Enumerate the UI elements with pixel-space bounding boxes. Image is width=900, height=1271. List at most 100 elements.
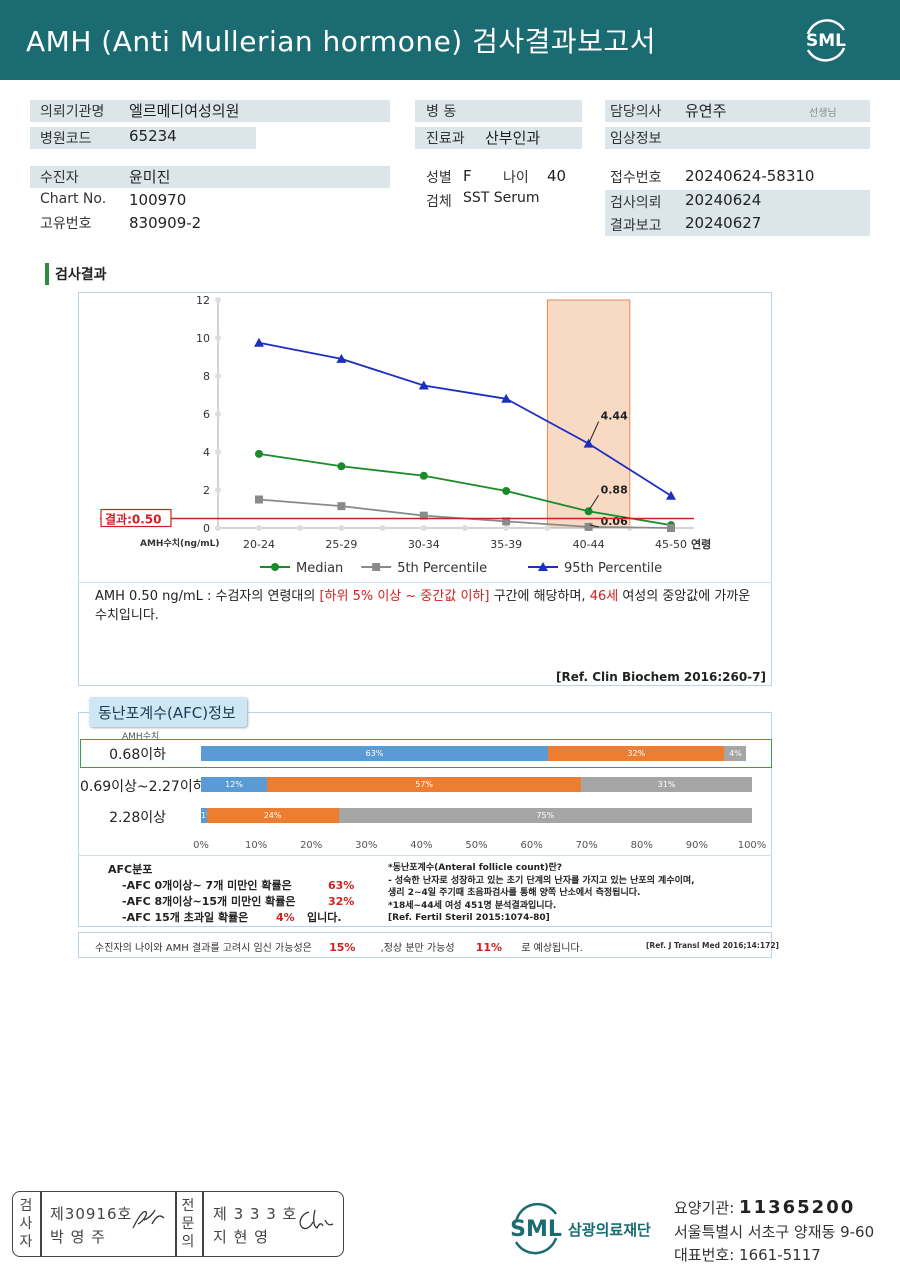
afc-bar-segment: 63% [201,746,549,761]
pregnancy-text: 수진자의 나이와 AMH 결과를 고려시 임신 가능성은 15% ,정상 분만 … [95,939,583,954]
afc-dist-value: 63% [328,879,355,892]
highlight-band [546,299,631,529]
afc-dist-row: -AFC 8개이상~15개 미만인 확률은 32% [108,894,354,910]
data-point [255,449,263,458]
footer-phone: 대표번호: 1661-5117 [674,1244,821,1265]
data-point [666,490,676,500]
afc-dist-text: -AFC 0개이상~ 7개 미만인 확률은 [122,879,292,892]
specialist-char: 전 [181,1198,195,1214]
x-tick-label: 30-34 [408,538,440,551]
pregnancy-part2: ,정상 분만 가능성 [380,943,455,954]
afc-bar-segment: 12% [201,777,268,792]
afc-panel [78,712,772,927]
x-tick-label: 20-24 [243,538,275,551]
afc-axis-tick: 10% [244,840,268,851]
afc-axis-tick: 40% [410,840,433,851]
legend-marker [271,563,279,571]
specialist-char: 의 [181,1234,195,1250]
age-value: 40 [547,167,567,185]
specialist-char: 문 [181,1216,195,1232]
chart-panel [78,292,772,686]
inspector-license: 제30916호 [50,1205,133,1223]
info-bar [30,100,390,122]
legend-label: 95th Percentile [564,561,662,576]
afc-highlight-row [80,739,772,768]
footer-org: 삼광의료재단 [568,1221,651,1239]
afc-bar-segment: 1% [201,808,207,823]
afc-note-line: [Ref. Fertil Steril 2015:1074-80] [388,913,550,923]
section-marker [45,263,49,285]
afc-note-line: *동난포계수(Anteral follicle count)란? [388,863,562,873]
x-tick-dot [379,525,386,531]
data-point [254,337,264,347]
footer-logo-text: SML [510,1217,562,1242]
sex-label: 성별 [426,170,452,186]
afc-stacked-bar: 12% 57% 31% [201,777,752,792]
afc-axis-tick: 0% [193,840,209,851]
section-title: 검사결과 [55,267,107,283]
x-tick-label: 35-39 [490,538,522,551]
specimen-value: SST Serum [463,190,540,206]
report-title: AMH (Anti Mullerian hormone) 검사결과보고서 [26,25,656,58]
inspector-char: 검 [19,1198,33,1214]
y-tick-dot [215,373,221,379]
data-point [418,380,429,390]
afc-note-line: 생리 2~4일 주기때 초음파검사를 통해 양쪽 난소에서 측정됩니다. [388,888,641,898]
y-tick-dot [215,335,221,341]
series-line [258,341,672,497]
legend-label: 5th Percentile [397,561,487,576]
y-tick-label: 2 [203,484,210,497]
signature-divider [202,1191,204,1257]
x-tick-dot [544,525,551,531]
afc-bar-segment: 32% [548,746,725,761]
inspector-name: 박 영 주 [50,1228,106,1246]
afc-dist-value: 4% [276,911,295,924]
afc-dist-text: -AFC 8개이상~15개 미만인 확률은 [122,895,296,908]
y-tick-label: 8 [203,370,210,383]
delivery-value: 11% [475,941,503,954]
afc-axis-tick: 50% [465,840,488,851]
data-point [255,495,263,504]
signature-box [12,1191,344,1257]
pregnancy-box [78,932,772,958]
x-tick-label: 40-44 [573,538,605,551]
department-value: 산부인과 [485,129,541,147]
data-point [337,462,346,471]
footer-address: 서울특별시 서초구 양재동 9-60 [674,1223,875,1241]
comment-part1: AMH 0.50 ng/mL : 수검자의 연령대의 [95,589,320,604]
info-bar [605,190,870,236]
y-tick-dot [215,411,221,417]
specialist-name: 지 현 영 [213,1228,269,1246]
afc-stacked-bar: 63% 32% 4% [201,746,752,761]
data-point [502,486,511,495]
afc-row-label: 2.28이상 [109,810,166,826]
afc-bar-segment: 75% [338,808,752,823]
pregnancy-part3: 로 예상됩니다. [521,943,583,954]
y-tick-dot [215,525,221,531]
x-tick-dot [503,525,510,531]
afc-separator [78,855,772,856]
sml-footer-logo-icon: SML 삼광의료재단 [510,1202,651,1255]
afc-note-line: - 성숙한 난자로 성장하고 있는 초기 단계의 난자를 가지고 있는 난포의 … [388,875,695,886]
pregnancy-value: 15% [329,941,356,954]
data-point [667,524,675,532]
institution-label: 의뢰기관명 [40,104,105,120]
y-tick-label: 4 [203,446,210,459]
y-tick-label: 10 [196,332,210,345]
data-point [502,517,511,526]
afc-dist-suffix: 입니다. [307,911,342,924]
comment-highlight1: [하위 5% 이상 ~ 중간값 이하] [319,589,490,604]
afc-bar-segment: 57% [267,777,582,792]
data-point [584,507,593,516]
chart-reference: [Ref. Clin Biochem 2016:260-7] [556,670,766,684]
ward-label: 병 동 [426,104,457,120]
doctor-value: 유연주 [685,102,727,120]
pregnancy-reference: [Ref. J Transl Med 2016;14:172] [646,941,779,950]
legend-label: Median [296,561,343,576]
y-tick-label: 6 [203,408,210,421]
afc-distribution: AFC분포 -AFC 0개이상~ 7개 미만인 확률은 63% -AFC 8개이… [108,862,354,926]
doctor-suffix: 선생님 [809,108,837,119]
pregnancy-part1: 수진자의 나이와 AMH 결과를 고려시 임신 가능성은 [95,943,312,954]
comment-part2: 구간에 해당하며, [489,589,590,604]
report-value: 20240627 [685,214,762,232]
